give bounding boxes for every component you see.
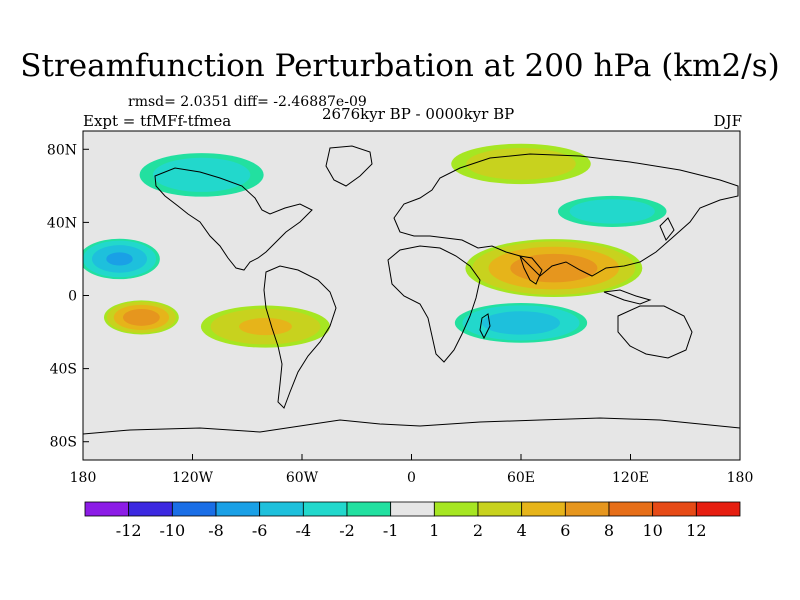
experiment-label: Expt = tfMFf-tfmea	[83, 112, 232, 130]
x-tick-label: 120W	[172, 470, 214, 486]
field-north-pacific-low	[83, 238, 160, 280]
x-tick-label: 120E	[612, 470, 649, 486]
contour-band	[122, 309, 160, 326]
colorbar-swatch	[477, 501, 523, 517]
coast-eurasia	[393, 153, 739, 277]
field-south-pacific-high	[103, 300, 179, 335]
field-north-america-low	[139, 153, 264, 197]
colorbar-swatch	[346, 501, 392, 517]
colorbar-swatch	[521, 501, 566, 517]
coast-africa	[387, 245, 481, 363]
colorbar-label: 10	[642, 521, 662, 540]
contour-band	[481, 311, 561, 335]
y-tick-label: 80S	[50, 435, 77, 451]
coast-madagascar	[479, 313, 491, 340]
colorbar-swatch	[302, 501, 348, 517]
contour-band	[466, 148, 576, 180]
colorbar-swatch	[215, 501, 261, 517]
contour-fields	[83, 143, 667, 348]
colorbar-swatch	[564, 501, 610, 517]
contour-band	[239, 317, 292, 336]
field-south-america-high	[200, 305, 331, 348]
colorbar-swatch	[171, 501, 217, 517]
y-axis: 80N 40N 0 40S 80S	[47, 142, 89, 451]
season-label: DJF	[713, 112, 742, 130]
colorbar-swatch	[84, 501, 130, 517]
coast-japan	[659, 217, 675, 241]
contour-band	[569, 199, 655, 224]
colorbar-swatch	[433, 501, 479, 517]
colorbar-label: 4	[517, 521, 527, 540]
colorbar-label: 6	[560, 521, 570, 540]
colorbar-swatch	[608, 501, 654, 517]
contour-band	[106, 252, 133, 266]
colorbar-swatch	[390, 501, 435, 517]
x-axis: 180 120W 60W 0 60E 120E 180	[70, 454, 754, 486]
x-tick-label: 60E	[507, 470, 535, 486]
colorbar-swatch	[259, 501, 304, 517]
colorbar-label: -6	[252, 521, 268, 540]
coastlines	[83, 145, 740, 435]
colorbar-label: -4	[296, 521, 312, 540]
colorbar-swatch	[128, 501, 173, 517]
field-arctic-high	[451, 143, 591, 185]
colorbar-label: -1	[383, 521, 399, 540]
coast-india	[519, 255, 543, 285]
contour-band	[152, 157, 251, 192]
field-south-indian-low	[454, 303, 588, 343]
chart-title: Streamfunction Perturbation at 200 hPa (…	[20, 48, 780, 84]
coast-antarctica	[83, 417, 740, 435]
colorbar-label: -2	[339, 521, 355, 540]
colorbar-label: 12	[686, 521, 706, 540]
field-east-asia-low	[557, 195, 667, 227]
coast-north-america	[154, 167, 313, 271]
x-tick-label: 180	[70, 470, 97, 486]
colorbar-label: 8	[604, 521, 614, 540]
colorbar-label: 2	[473, 521, 483, 540]
stats-label: rmsd= 2.0351 diff= -2.46887e-09	[128, 94, 367, 110]
colorbar-swatch	[695, 501, 741, 517]
y-tick-label: 40S	[50, 362, 77, 378]
coast-south-america	[263, 265, 337, 409]
y-tick-label: 40N	[47, 215, 77, 231]
field-tropical-asia-high	[465, 239, 643, 298]
colorbar: -12 -10 -8 -6 -4 -2 -1 1 2 4 6 8 10 12	[84, 501, 741, 540]
x-tick-label: 0	[407, 470, 416, 486]
x-tick-label: 60W	[286, 470, 319, 486]
y-tick-label: 80N	[47, 142, 77, 158]
colorbar-swatch	[652, 501, 697, 517]
colorbar-label: -10	[159, 521, 185, 540]
contour-band	[510, 253, 598, 283]
coast-australia	[617, 305, 693, 359]
coast-greenland	[325, 145, 373, 187]
colorbar-label: -8	[208, 521, 224, 540]
colorbar-label: 1	[429, 521, 439, 540]
colorbar-label: -12	[116, 521, 142, 540]
x-tick-label: 180	[727, 470, 754, 486]
period-label: 2676kyr BP - 0000kyr BP	[322, 105, 515, 123]
y-tick-label: 0	[68, 289, 77, 305]
coast-indonesia	[603, 289, 652, 305]
